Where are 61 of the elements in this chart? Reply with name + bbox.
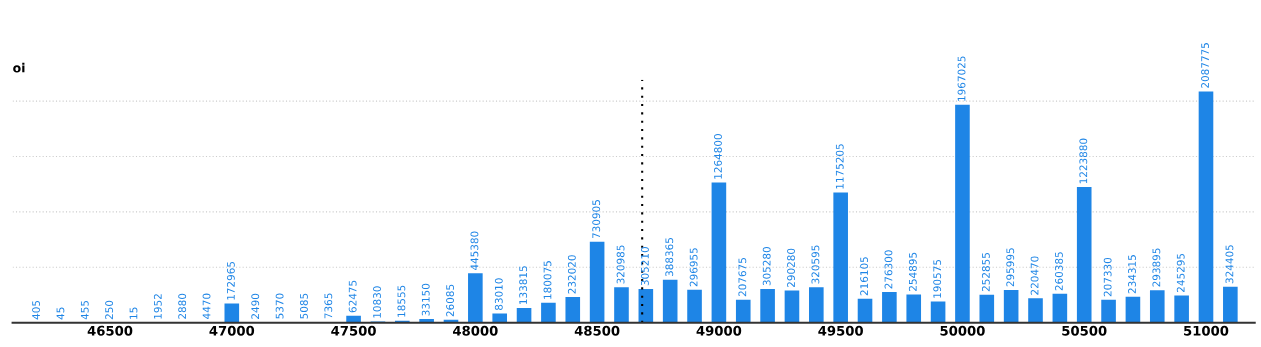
data-label: 4470 bbox=[202, 293, 211, 319]
data-label: 2490 bbox=[251, 293, 260, 319]
y-axis-title: oi bbox=[13, 62, 25, 73]
data-label: 1967025 bbox=[957, 56, 966, 101]
data-label: 388365 bbox=[665, 238, 674, 277]
data-label: 207675 bbox=[738, 258, 747, 297]
data-label: 190575 bbox=[933, 259, 942, 298]
data-label: 405 bbox=[32, 300, 40, 320]
data-label: 180075 bbox=[543, 261, 552, 299]
data-label: 276300 bbox=[884, 250, 893, 289]
data-label: 290280 bbox=[787, 248, 795, 287]
data-label: 254895 bbox=[908, 252, 917, 291]
data-label: 45 bbox=[56, 307, 65, 320]
data-label: 172965 bbox=[226, 261, 235, 300]
data-label: 296955 bbox=[689, 248, 698, 287]
data-label: 260385 bbox=[1055, 252, 1063, 291]
data-label: 305280 bbox=[762, 247, 771, 286]
data-label: 305210 bbox=[640, 247, 649, 286]
data-label: 33150 bbox=[421, 283, 430, 316]
data-label: 445380 bbox=[470, 231, 479, 271]
data-label: 245295 bbox=[1176, 253, 1185, 292]
data-label: 295995 bbox=[1006, 248, 1015, 287]
x-tick-label: 46500 bbox=[87, 325, 133, 336]
data-label: 5085 bbox=[300, 293, 308, 319]
data-label: 1223880 bbox=[1079, 138, 1088, 184]
data-label: 207330 bbox=[1103, 257, 1112, 297]
data-label: 2087775 bbox=[1201, 43, 1210, 88]
data-label: 293895 bbox=[1152, 248, 1161, 287]
data-label: 7365 bbox=[324, 293, 333, 319]
data-label: 250 bbox=[105, 300, 114, 320]
data-label: 320985 bbox=[616, 245, 625, 284]
data-label: 62475 bbox=[348, 280, 357, 313]
x-tick-label: 48500 bbox=[574, 325, 620, 336]
data-label: 455 bbox=[80, 300, 89, 320]
data-label: 1175205 bbox=[835, 144, 844, 189]
data-label: 1264800 bbox=[714, 134, 722, 179]
x-tick-label: 47500 bbox=[331, 325, 376, 336]
x-tick-label: 50500 bbox=[1062, 325, 1107, 336]
data-label: 324405 bbox=[1225, 245, 1234, 284]
x-tick-label: 49500 bbox=[818, 325, 863, 336]
data-label: 232020 bbox=[567, 255, 576, 294]
data-label: 220470 bbox=[1030, 256, 1039, 295]
x-tick-label: 49000 bbox=[696, 325, 742, 336]
x-tick-label: 48000 bbox=[452, 325, 498, 336]
data-label: 234315 bbox=[1128, 255, 1136, 294]
data-label: 320595 bbox=[811, 245, 820, 284]
data-label: 15 bbox=[129, 307, 138, 319]
data-label: 2880 bbox=[178, 293, 187, 319]
data-label: 730905 bbox=[592, 200, 601, 239]
data-label: 1952 bbox=[153, 294, 162, 319]
data-label: 83010 bbox=[494, 278, 503, 311]
data-label: 133815 bbox=[519, 266, 528, 304]
x-tick-label: 50000 bbox=[940, 325, 985, 336]
data-label: 18555 bbox=[397, 285, 406, 317]
x-tick-label: 51000 bbox=[1184, 325, 1229, 336]
data-label: 252855 bbox=[981, 253, 990, 292]
data-label: 10830 bbox=[373, 286, 381, 318]
data-label: 216105 bbox=[860, 257, 869, 296]
data-label: 26085 bbox=[446, 284, 455, 317]
x-tick-label: 47000 bbox=[209, 325, 255, 336]
data-label: 5370 bbox=[275, 293, 284, 319]
